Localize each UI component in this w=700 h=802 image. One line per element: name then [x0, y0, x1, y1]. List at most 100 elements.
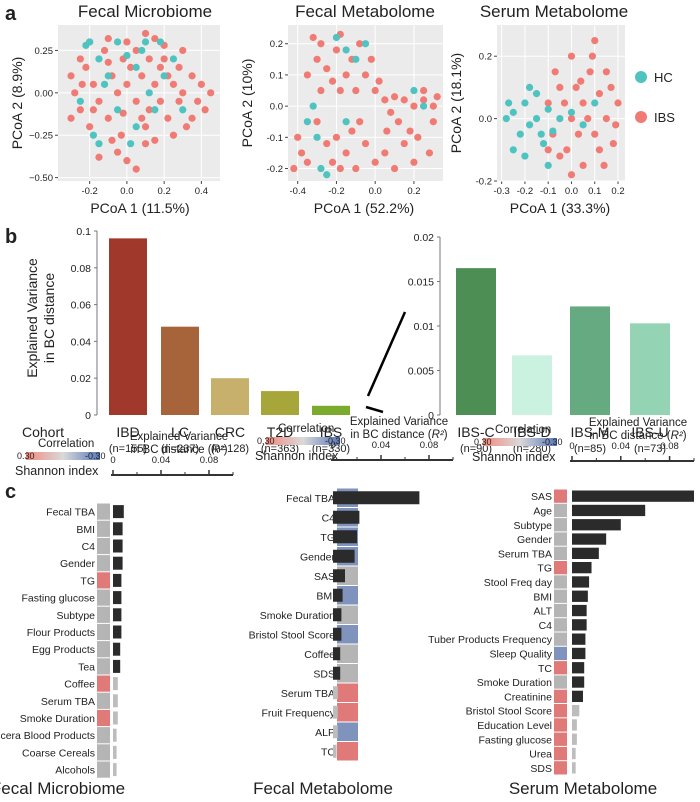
variance-bar — [113, 556, 123, 570]
y-tick-label: -0.2 — [267, 164, 283, 175]
hc-point — [420, 102, 428, 110]
category-n-label: (n=237) — [161, 443, 199, 455]
explained-variance-title: Explained Variance — [589, 417, 687, 429]
ibs-point — [151, 80, 159, 88]
ibs-point — [612, 121, 620, 129]
ibs-point — [371, 86, 379, 95]
hc-point — [502, 115, 510, 123]
variance-bar — [333, 491, 420, 505]
ibs-point — [336, 86, 344, 95]
correlation-cell — [554, 489, 567, 503]
variable-label: Smoke Duration — [20, 713, 95, 725]
plot-background — [288, 25, 443, 181]
panel-label-a: a — [5, 3, 17, 25]
variable-label: Serum TBA — [41, 696, 95, 708]
x-tick-label: 0.4 — [195, 186, 208, 197]
ibs-point — [71, 89, 79, 97]
correlation-title: Correlation — [495, 424, 551, 436]
variable-label: Subtype — [56, 610, 95, 622]
correlation-cell — [97, 623, 110, 641]
variable-label: Bristol Stool Score — [249, 629, 336, 641]
ibs-point — [132, 46, 140, 55]
variance-bar — [572, 490, 694, 502]
bar-crc — [211, 378, 249, 415]
variance-bar — [333, 569, 345, 583]
ibs-point — [348, 127, 356, 135]
hc-point — [100, 80, 109, 88]
ibs-point — [303, 158, 311, 166]
variance-bar — [572, 747, 576, 760]
ibs-point — [100, 46, 109, 55]
variance-bar — [333, 666, 341, 680]
ibs-point — [602, 115, 610, 123]
ibs-point — [313, 118, 321, 126]
variance-bar — [572, 619, 587, 631]
ibs-point — [367, 55, 375, 63]
variable-label: TG — [320, 532, 335, 544]
correlation-cell — [337, 742, 358, 761]
variance-bar — [572, 662, 585, 674]
ibs-point — [138, 114, 146, 122]
zoom-connector-line — [365, 405, 384, 414]
ibs-point — [600, 161, 608, 169]
ibs-point — [309, 33, 317, 42]
correlation-cell — [97, 641, 110, 658]
hc-point — [549, 127, 557, 135]
variance-bar — [113, 711, 118, 725]
bar-ibs-d — [512, 355, 552, 415]
bar-ibs-u — [630, 323, 670, 415]
ibs-point — [579, 161, 587, 169]
ibs-point — [420, 96, 428, 104]
category-label: CRC — [215, 424, 245, 440]
legend-ibs-label: IBS — [654, 110, 675, 125]
panel-title: Serum Metabolome — [509, 779, 657, 798]
shannon-index-label: Shannon index — [255, 449, 339, 463]
ibs-point — [544, 99, 552, 107]
ibs-point — [132, 97, 140, 105]
x-tick-label: 0 — [330, 440, 335, 451]
hc-point — [317, 164, 325, 173]
ibs-point — [86, 123, 94, 131]
ibs-point — [141, 140, 150, 148]
hc-point — [123, 51, 131, 60]
category-label: IBD — [116, 424, 139, 440]
correlation-cell — [554, 746, 567, 761]
hc-point — [138, 46, 146, 55]
x-tick-label: 0.08 — [420, 440, 439, 451]
ibs-point — [67, 72, 75, 80]
correlation-cell — [97, 589, 110, 606]
variable-label: BMI — [533, 591, 552, 603]
variable-label: Coarse Cereals — [22, 747, 95, 759]
ibs-point — [123, 157, 131, 165]
ibs-point — [76, 106, 84, 114]
corr-max-label: -0.30 — [325, 436, 346, 446]
variance-bar — [113, 522, 123, 536]
legend-hc-marker — [635, 71, 647, 83]
variable-label: C4 — [539, 620, 553, 632]
ibs-point — [332, 46, 341, 54]
hc-point — [113, 106, 122, 114]
x-tick-label: 0 — [569, 441, 574, 452]
axis-row-label: Cohort — [22, 424, 64, 440]
ibs-point — [127, 63, 135, 71]
explained-variance-title: Explained Variance — [350, 416, 448, 428]
ibs-point — [104, 58, 112, 66]
hc-point — [516, 130, 524, 138]
variance-bar — [113, 694, 118, 708]
variable-label: Alcohols — [55, 765, 95, 777]
ibs-point — [614, 99, 622, 107]
correlation-cell — [554, 661, 567, 675]
ibs-point — [410, 158, 418, 166]
shannon-index-label: Shannon index — [15, 464, 99, 478]
y-axis-label: PCoA 2 (18.1%) — [448, 53, 464, 153]
variance-bar — [572, 647, 586, 660]
x-axis-label: PCoA 1 (52.2%) — [314, 200, 414, 216]
ibs-point — [76, 55, 84, 63]
y-tick-label: 0.0 — [479, 114, 492, 125]
ibs-point — [323, 139, 331, 148]
ibs-point — [104, 34, 112, 43]
variable-label: Urea — [529, 749, 552, 761]
ibs-point — [179, 46, 187, 55]
ibs-point — [420, 86, 428, 95]
variance-bar — [333, 510, 360, 524]
